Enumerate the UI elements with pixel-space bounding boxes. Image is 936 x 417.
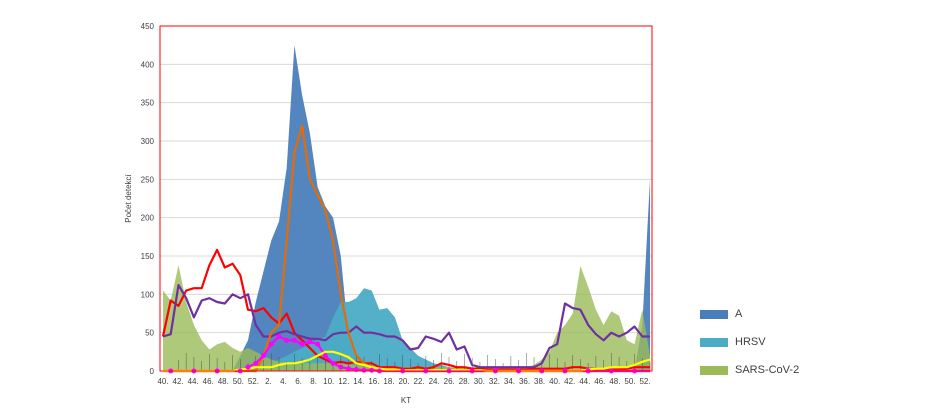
y-tick-label: 400: [141, 60, 155, 69]
x-tick-label: 52.: [639, 377, 650, 386]
x-tick-label: 42.: [564, 377, 575, 386]
x-axis-title: KT: [401, 396, 411, 405]
x-tick-label: 40.: [549, 377, 560, 386]
x-tick-label: 46.: [594, 377, 605, 386]
y-tick-label: 200: [141, 214, 155, 223]
y-tick-label: 450: [141, 22, 155, 31]
y-tick-label: 150: [141, 252, 155, 261]
x-tick-label: 8.: [310, 377, 317, 386]
line-marker: [284, 337, 290, 343]
x-tick-label: 42.: [173, 377, 184, 386]
line-marker: [361, 367, 367, 373]
legend-item-hrsv: HRSV: [700, 328, 799, 356]
legend-swatch-hrsv: [700, 337, 728, 347]
area-a: [163, 45, 650, 371]
x-tick-label: 40.: [157, 377, 168, 386]
line-marker: [291, 337, 297, 343]
y-tick-label: 100: [141, 290, 155, 299]
line-series-3: [161, 248, 650, 371]
line-marker: [245, 364, 251, 370]
y-axis-title: Počet detekcí: [124, 173, 133, 222]
line-marker: [299, 341, 305, 347]
line-marker: [260, 353, 266, 359]
legend-label-a: A: [735, 308, 743, 320]
legend: A HRSV SARS-CoV-2: [700, 300, 799, 384]
x-tick-label: 28.: [459, 377, 470, 386]
legend-swatch-sars-cov-2: [700, 365, 728, 375]
line-marker: [276, 334, 282, 339]
area-series: [163, 45, 650, 371]
y-tick-label: 250: [141, 175, 155, 184]
line-marker: [315, 341, 321, 347]
x-tick-label: 34.: [504, 377, 515, 386]
x-tick-label: 22.: [414, 377, 425, 386]
line-series-4: [162, 284, 650, 369]
legend-label-hrsv: HRSV: [735, 336, 766, 348]
x-tick-label: 52.: [248, 377, 259, 386]
legend-item-a: A: [700, 300, 799, 328]
line-marker: [268, 341, 274, 347]
x-tick-label: 2.: [265, 377, 272, 386]
x-tick-label: 14.: [353, 377, 364, 386]
x-tick-label: 44.: [188, 377, 199, 386]
plot-border: [159, 25, 653, 372]
y-tick-label: 0: [150, 367, 155, 376]
x-tick-label: 36.: [519, 377, 530, 386]
x-tick-label: 24.: [429, 377, 440, 386]
x-tick-label: 48.: [218, 377, 229, 386]
line-marker: [346, 366, 352, 372]
legend-label-sars-cov-2: SARS-CoV-2: [735, 364, 800, 376]
x-tick-label: 4.: [280, 377, 287, 386]
x-tick-label: 46.: [203, 377, 214, 386]
x-tick-label: 44.: [579, 377, 590, 386]
line-marker: [322, 353, 328, 359]
x-tick-label: 38.: [534, 377, 545, 386]
y-tick-label: 350: [141, 99, 155, 108]
line-marker: [253, 360, 259, 366]
x-tick-label: 12.: [338, 377, 349, 386]
area-sars-cov-2: [163, 265, 650, 371]
y-tick-labels: 0 50 100 150 200 250 300 350 400 450: [141, 22, 155, 376]
x-tick-label: 48.: [609, 377, 620, 386]
x-tick-label: 50.: [233, 377, 244, 386]
x-tick-label: 16.: [368, 377, 379, 386]
x-tick-label: 50.: [624, 377, 635, 386]
x-tick-label: 32.: [489, 377, 500, 386]
x-tick-label: 18.: [383, 377, 394, 386]
x-tick-label: 6.: [295, 377, 302, 386]
x-tick-label: 30.: [474, 377, 485, 386]
line-marker: [330, 360, 336, 366]
x-tick-label: 10.: [323, 377, 334, 386]
legend-item-sars-cov-2: SARS-CoV-2: [700, 356, 799, 384]
y-tick-label: 50: [145, 329, 154, 338]
y-tick-label: 300: [141, 137, 155, 146]
area-hrsv: [163, 288, 650, 371]
x-tick-labels: 40. 42. 44. 46. 48. 50. 52. 2. 4. 6. 8. 10. 12. 14. 16…: [157, 377, 650, 386]
legend-swatch-a: [700, 309, 728, 319]
line-marker: [369, 367, 375, 373]
x-tick-label: 20.: [398, 377, 409, 386]
x-tick-label: 26.: [444, 377, 455, 386]
line-marker: [338, 364, 344, 370]
line-marker: [307, 339, 313, 345]
